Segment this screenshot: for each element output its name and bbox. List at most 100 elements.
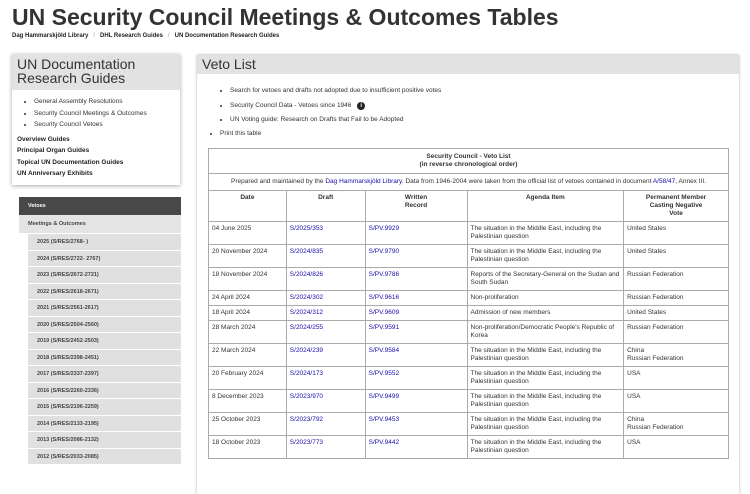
- nav-item-vetoes[interactable]: Vetoes: [19, 197, 181, 215]
- draft-link[interactable]: S/2024/312: [289, 309, 324, 316]
- cell-member: USA: [623, 389, 729, 413]
- print-table-link[interactable]: Print this table: [220, 129, 262, 137]
- draft-link[interactable]: S/2025/353: [289, 225, 324, 232]
- anniversary-exhibits-link[interactable]: UN Anniversary Exhibits: [17, 170, 93, 177]
- cell-draft: S/2023/773: [285, 435, 366, 459]
- draft-link[interactable]: S/2024/302: [289, 294, 324, 301]
- table-row: 20 February 2024 S/2024/173 S/PV.9552 The s…: [208, 366, 729, 390]
- guide-link[interactable]: Security Council Meetings & Outcomes: [34, 109, 147, 117]
- guide-link[interactable]: Security Council Vetoes: [34, 121, 103, 128]
- col-header-date: Date: [208, 190, 287, 222]
- cell-member: China Russian Federation: [623, 343, 729, 367]
- nav-item-year[interactable]: 2013 (S/RES/2086-2132): [28, 431, 181, 448]
- a-58-47-link[interactable]: A/58/47: [652, 178, 676, 185]
- overview-guides-link[interactable]: Overview Guides: [17, 135, 70, 143]
- nav-item-year[interactable]: 2018 (S/RES/2398-2451): [28, 348, 181, 365]
- veto-list-title: Veto List: [197, 54, 739, 74]
- table-row: 22 March 2024 S/2024/239 S/PV.9584 The situ…: [208, 343, 729, 367]
- nav-item-year[interactable]: 2015 (S/RES/2196-2259): [28, 398, 181, 415]
- cell-member: USA: [623, 366, 729, 390]
- guide-box: UN Documentation Research Guides General…: [12, 54, 180, 185]
- cell-date: 20 November 2024: [208, 244, 287, 268]
- dhl-link[interactable]: Dag Hammarskjöld Library: [325, 178, 402, 185]
- draft-link[interactable]: S/2023/970: [289, 393, 324, 400]
- nav-item-year[interactable]: 2024 (S/RES/2722- 2767): [28, 249, 181, 266]
- record-link[interactable]: S/PV.9442: [368, 439, 400, 446]
- col-header-draft: Draft: [285, 190, 366, 222]
- record-link[interactable]: S/PV.9552: [368, 370, 400, 377]
- table-row: 25 October 2023 S/2023/792 S/PV.9453 The si…: [208, 412, 729, 436]
- cell-member: Russian Federation: [623, 267, 729, 291]
- sc-data-vetoes-link[interactable]: Security Council Data - Vetoes since 194…: [230, 101, 352, 109]
- cell-record: S/PV.9790: [364, 244, 468, 268]
- table-row: 18 April 2024 S/2024/312 S/PV.9609 Admissio…: [208, 305, 729, 321]
- draft-link[interactable]: S/2024/173: [289, 370, 324, 377]
- cell-date: 20 February 2024: [208, 366, 287, 390]
- record-link[interactable]: S/PV.9499: [368, 393, 400, 400]
- col-header-agenda: Agenda Item: [466, 190, 625, 222]
- cell-agenda: The situation in the Middle East, includ…: [466, 435, 625, 459]
- nav-item-year[interactable]: 2023 (S/RES/2672-2721): [28, 266, 181, 283]
- breadcrumb: Dag Hammarskjöld Library / DHL Research Gu…: [12, 33, 280, 39]
- record-link[interactable]: S/PV.9790: [368, 248, 400, 255]
- veto-table: Security Council - Veto List (in reverse …: [208, 148, 729, 459]
- cell-member: USA: [623, 435, 729, 459]
- nav-item-year[interactable]: 2012 (S/RES/2033-2085): [28, 447, 181, 464]
- cell-agenda: The situation in the Middle East, includ…: [466, 389, 625, 413]
- cell-record: S/PV.9453: [364, 412, 468, 436]
- table-row: 8 December 2023 S/2023/970 S/PV.9499 The si…: [208, 389, 729, 413]
- nav-item-year[interactable]: 2019 (S/RES/2452-2503): [28, 332, 181, 349]
- nav-item-year[interactable]: 2025 (S/RES/2768- ): [28, 233, 181, 250]
- cell-agenda: The situation in the Middle East, includ…: [466, 366, 625, 390]
- draft-link[interactable]: S/2024/835: [289, 248, 324, 255]
- cell-agenda: The situation in the Middle East, includ…: [466, 343, 625, 367]
- cell-date: 18 October 2023: [208, 435, 287, 459]
- nav-item-year[interactable]: 2017 (S/RES/2337-2397): [28, 365, 181, 382]
- nav-item-meetings-outcomes[interactable]: Meetings & Outcomes: [19, 215, 181, 233]
- cell-member: China Russian Federation: [623, 412, 729, 436]
- nav-item-year[interactable]: 2014 (S/RES/2133-2195): [28, 414, 181, 431]
- principal-organ-guides-link[interactable]: Principal Organ Guides: [17, 147, 90, 154]
- record-link[interactable]: S/PV.9929: [368, 225, 400, 232]
- voting-guide-link[interactable]: UN Voting guide: Research on Drafts that…: [230, 116, 404, 123]
- guide-link[interactable]: General Assembly Resolutions: [34, 98, 123, 105]
- nav-item-year[interactable]: 2020 (S/RES/2504-2560): [28, 315, 181, 332]
- record-link[interactable]: S/PV.9453: [368, 416, 400, 423]
- nav-item-year[interactable]: 2022 (S/RES/2618-2671): [28, 282, 181, 299]
- record-link[interactable]: S/PV.9616: [368, 294, 400, 301]
- cell-date: 8 December 2023: [208, 389, 287, 413]
- cell-draft: S/2025/353: [285, 221, 366, 245]
- draft-link[interactable]: S/2023/773: [289, 439, 324, 446]
- nav-item-year[interactable]: 2016 (S/RES/2260-2336): [28, 381, 181, 398]
- record-link[interactable]: S/PV.9609: [368, 309, 400, 316]
- draft-link[interactable]: S/2024/239: [289, 347, 324, 354]
- cell-draft: S/2024/312: [285, 305, 366, 321]
- record-link[interactable]: S/PV.9584: [368, 347, 400, 354]
- table-caption: Security Council - Veto List (in reverse …: [208, 148, 729, 174]
- topical-guides-link[interactable]: Topical UN Documentation Guides: [17, 158, 124, 166]
- info-circle-icon[interactable]: i: [357, 101, 366, 110]
- cell-date: 25 October 2023: [208, 412, 287, 436]
- draft-link[interactable]: S/2024/826: [289, 271, 324, 278]
- table-row: 28 March 2024 S/2024/255 S/PV.9591 Non-prol…: [208, 320, 729, 344]
- cell-agenda: The situation in the Middle East, includ…: [466, 244, 625, 268]
- record-link[interactable]: S/PV.9786: [368, 271, 400, 278]
- breadcrumb-item[interactable]: Dag Hammarskjöld Library: [12, 33, 89, 39]
- cell-record: S/PV.9442: [364, 435, 468, 459]
- table-row: 04 June 2025 S/2025/353 S/PV.9929 The situa…: [208, 221, 729, 245]
- cell-date: 24 April 2024: [208, 290, 287, 306]
- nav-item-year[interactable]: 2021 (S/RES/2561-2617): [28, 299, 181, 316]
- draft-link[interactable]: S/2023/792: [289, 416, 324, 423]
- record-link[interactable]: S/PV.9591: [368, 324, 400, 331]
- table-note: Prepared and maintained by the Dag Hamma…: [208, 173, 729, 191]
- table-row: 24 April 2024 S/2024/302 S/PV.9616 Non-prol…: [208, 290, 729, 306]
- search-vetoes-link[interactable]: Search for vetoes and drafts not adopted…: [230, 87, 442, 94]
- draft-link[interactable]: S/2024/255: [289, 324, 324, 331]
- cell-record: S/PV.9591: [364, 320, 468, 344]
- breadcrumb-item[interactable]: DHL Research Guides: [100, 33, 163, 39]
- table-row: 18 October 2023 S/2023/773 S/PV.9442 The si…: [208, 435, 729, 459]
- cell-record: S/PV.9929: [364, 221, 468, 245]
- cell-draft: S/2024/173: [285, 366, 366, 390]
- cell-agenda: The situation in the Middle East, includ…: [466, 221, 625, 245]
- cell-draft: S/2024/826: [285, 267, 366, 291]
